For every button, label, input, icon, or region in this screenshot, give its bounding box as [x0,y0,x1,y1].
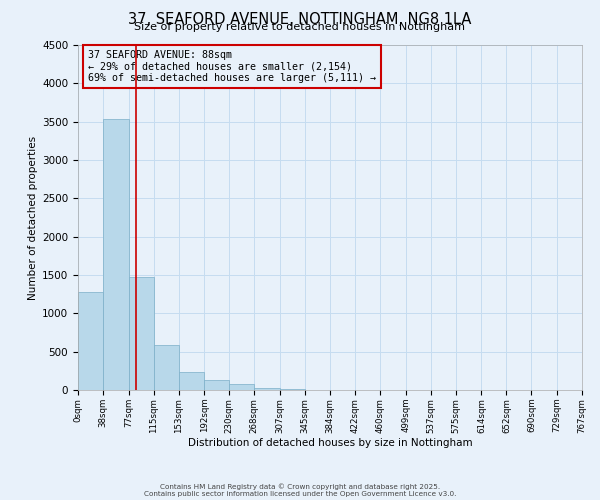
Text: Contains public sector information licensed under the Open Government Licence v3: Contains public sector information licen… [144,491,456,497]
Bar [254,388,280,390]
Text: 37, SEAFORD AVENUE, NOTTINGHAM, NG8 1LA: 37, SEAFORD AVENUE, NOTTINGHAM, NG8 1LA [128,12,472,28]
Bar [128,276,154,390]
Bar [78,292,103,390]
Y-axis label: Number of detached properties: Number of detached properties [28,136,38,300]
Bar [204,380,229,390]
Bar [103,118,128,390]
Bar [280,389,305,390]
Bar [154,345,179,390]
X-axis label: Distribution of detached houses by size in Nottingham: Distribution of detached houses by size … [188,438,472,448]
Text: 37 SEAFORD AVENUE: 88sqm
← 29% of detached houses are smaller (2,154)
69% of sem: 37 SEAFORD AVENUE: 88sqm ← 29% of detach… [88,50,376,84]
Text: Contains HM Land Registry data © Crown copyright and database right 2025.: Contains HM Land Registry data © Crown c… [160,484,440,490]
Bar [179,372,204,390]
Bar [229,384,254,390]
Text: Size of property relative to detached houses in Nottingham: Size of property relative to detached ho… [134,22,466,32]
